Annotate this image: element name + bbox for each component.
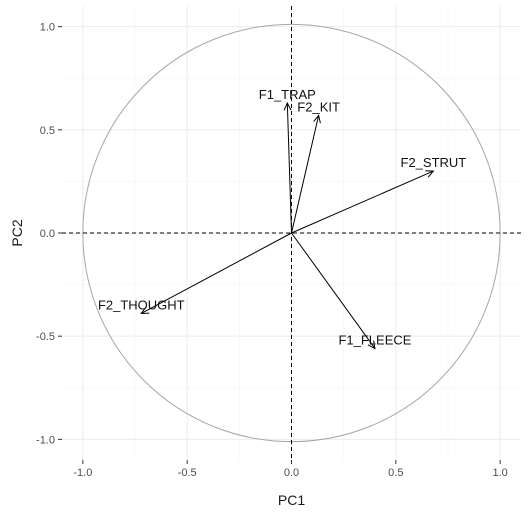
y-tick-label: 0.5 xyxy=(40,125,55,137)
y-tick-label: -1.0 xyxy=(36,434,55,446)
x-axis-title: PC1 xyxy=(278,492,305,508)
vector-f2-thought: F2_THOUGHT xyxy=(98,232,292,315)
y-tick-label: 0.0 xyxy=(40,228,55,240)
x-tick-label: -1.0 xyxy=(73,467,92,479)
vector-line xyxy=(291,232,376,349)
vector-label: F2_KIT xyxy=(297,99,340,114)
vector-label: F2_THOUGHT xyxy=(98,297,185,312)
x-axis-ticks: -1.0 -0.5 0.0 0.5 1.0 xyxy=(73,460,508,479)
vector-line xyxy=(291,170,434,234)
y-axis-title: PC2 xyxy=(9,219,25,246)
vector-arrowhead xyxy=(283,101,292,111)
vector-arrowhead xyxy=(313,114,321,124)
x-tick-label: -0.5 xyxy=(178,467,197,479)
x-tick-label: 0.0 xyxy=(284,467,299,479)
vector-line xyxy=(286,102,292,234)
vector-arrowhead xyxy=(367,340,376,350)
vector-f2-kit: F2_KIT xyxy=(291,99,340,234)
vector-arrowhead xyxy=(425,170,435,178)
vector-arrowhead xyxy=(140,306,150,315)
vector-line xyxy=(141,232,292,314)
y-tick-label: -0.5 xyxy=(36,331,55,343)
vector-label: F1_FLEECE xyxy=(338,333,411,348)
vector-label: F1_TRAP xyxy=(259,87,316,102)
vector-label: F2_STRUT xyxy=(401,155,467,170)
vector-line xyxy=(291,115,320,234)
x-tick-label: 0.5 xyxy=(388,467,403,479)
x-tick-label: 1.0 xyxy=(492,467,507,479)
y-axis-ticks: -1.0 -0.5 0.0 0.5 1.0 xyxy=(36,22,62,446)
vector-f1-trap: F1_TRAP xyxy=(259,87,316,234)
y-tick-label: 1.0 xyxy=(40,22,55,34)
vector-f2-strut: F2_STRUT xyxy=(291,155,467,234)
vector-f1-fleece: F1_FLEECE xyxy=(291,232,412,350)
